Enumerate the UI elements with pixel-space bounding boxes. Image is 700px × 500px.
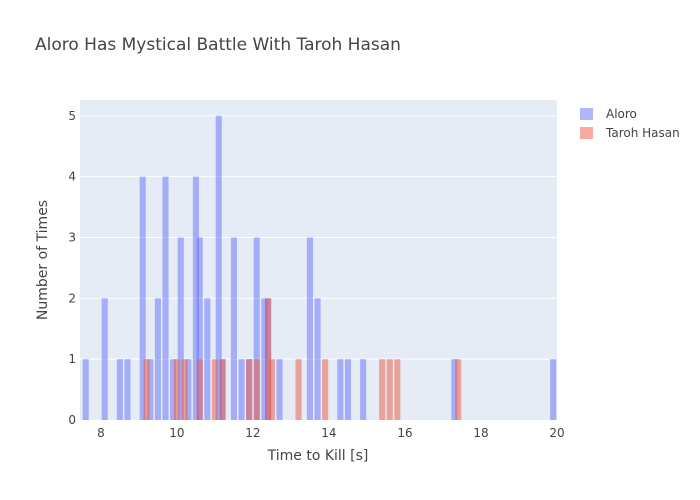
legend-swatch [580, 127, 593, 139]
x-tick-label-3: 14 [321, 426, 336, 440]
bar-aloro-7[interactable] [162, 176, 169, 420]
x-tick-label-2: 12 [245, 426, 260, 440]
y-tick-label-2: 2 [68, 291, 76, 305]
x-tick-label-6: 20 [549, 426, 564, 440]
bar-taroh-hasan-14[interactable] [394, 359, 401, 420]
x-tick-label-5: 18 [473, 426, 488, 440]
y-tick-label-4: 4 [68, 170, 76, 184]
bar-taroh-hasan-1[interactable] [173, 359, 180, 420]
bar-aloro-9[interactable] [177, 237, 184, 420]
bar-aloro-6[interactable] [154, 298, 161, 420]
x-tick-label-0: 8 [97, 426, 105, 440]
y-tick-label-0: 0 [68, 413, 76, 427]
legend-item-aloro[interactable]: Aloro [580, 107, 637, 121]
bar-aloro-8[interactable] [170, 359, 177, 420]
bar-aloro-14[interactable] [215, 115, 222, 420]
bar-aloro-2[interactable] [116, 359, 123, 420]
bar-taroh-hasan-0[interactable] [143, 359, 150, 420]
legend-label: Aloro [606, 107, 637, 121]
bar-aloro-26[interactable] [344, 359, 351, 420]
y-tick-label-1: 1 [68, 352, 76, 366]
bar-aloro-11[interactable] [192, 176, 199, 420]
bars [82, 115, 557, 420]
bar-aloro-17[interactable] [238, 359, 245, 420]
bar-aloro-27[interactable] [360, 359, 367, 420]
bar-aloro-24[interactable] [314, 298, 321, 420]
bar-taroh-hasan-10[interactable] [295, 359, 302, 420]
x-axis-title: Time to Kill [s] [267, 448, 369, 464]
bar-aloro-3[interactable] [124, 359, 131, 420]
bar-taroh-hasan-9[interactable] [268, 359, 275, 420]
y-tick-label-5: 5 [68, 109, 76, 123]
bar-aloro-28[interactable] [451, 359, 458, 420]
bar-taroh-hasan-8[interactable] [265, 298, 272, 420]
bar-taroh-hasan-4[interactable] [211, 359, 218, 420]
bar-aloro-16[interactable] [230, 237, 237, 420]
legend-label: Taroh Hasan [605, 126, 680, 140]
bar-aloro-4[interactable] [139, 176, 146, 420]
bar-taroh-hasan-2[interactable] [181, 359, 188, 420]
bar-aloro-0[interactable] [82, 359, 89, 420]
bar-aloro-22[interactable] [276, 359, 283, 420]
bar-taroh-hasan-7[interactable] [253, 359, 260, 420]
bar-aloro-5[interactable] [147, 359, 154, 420]
bar-taroh-hasan-6[interactable] [246, 359, 253, 420]
bar-taroh-hasan-3[interactable] [196, 359, 203, 420]
legend-swatch [580, 108, 593, 120]
y-tick-label-3: 3 [68, 230, 76, 244]
y-axis-title: Number of Times [35, 200, 51, 320]
bar-aloro-29[interactable] [550, 359, 557, 420]
bar-aloro-12[interactable] [196, 237, 203, 420]
legend: Aloro Taroh Hasan [580, 107, 680, 140]
bar-taroh-hasan-13[interactable] [386, 359, 393, 420]
x-tick-label-4: 16 [397, 426, 412, 440]
bar-aloro-1[interactable] [101, 298, 108, 420]
bar-taroh-hasan-15[interactable] [455, 359, 462, 420]
bar-taroh-hasan-12[interactable] [379, 359, 386, 420]
x-tick-label-1: 10 [169, 426, 184, 440]
bar-aloro-25[interactable] [337, 359, 344, 420]
bar-aloro-23[interactable] [306, 237, 313, 420]
legend-item-taroh-hasan[interactable]: Taroh Hasan [580, 126, 680, 140]
bar-aloro-20[interactable] [261, 298, 268, 420]
bar-aloro-13[interactable] [204, 298, 211, 420]
bar-aloro-10[interactable] [185, 359, 192, 420]
bar-taroh-hasan-5[interactable] [219, 359, 226, 420]
y-axis-ticks: 0 1 2 3 4 5 [68, 109, 76, 427]
x-axis-ticks: 8 10 12 14 16 18 20 [97, 426, 565, 440]
bar-taroh-hasan-11[interactable] [322, 359, 329, 420]
bar-aloro-19[interactable] [253, 237, 260, 420]
chart-title: Aloro Has Mystical Battle With Taroh Has… [35, 35, 401, 55]
